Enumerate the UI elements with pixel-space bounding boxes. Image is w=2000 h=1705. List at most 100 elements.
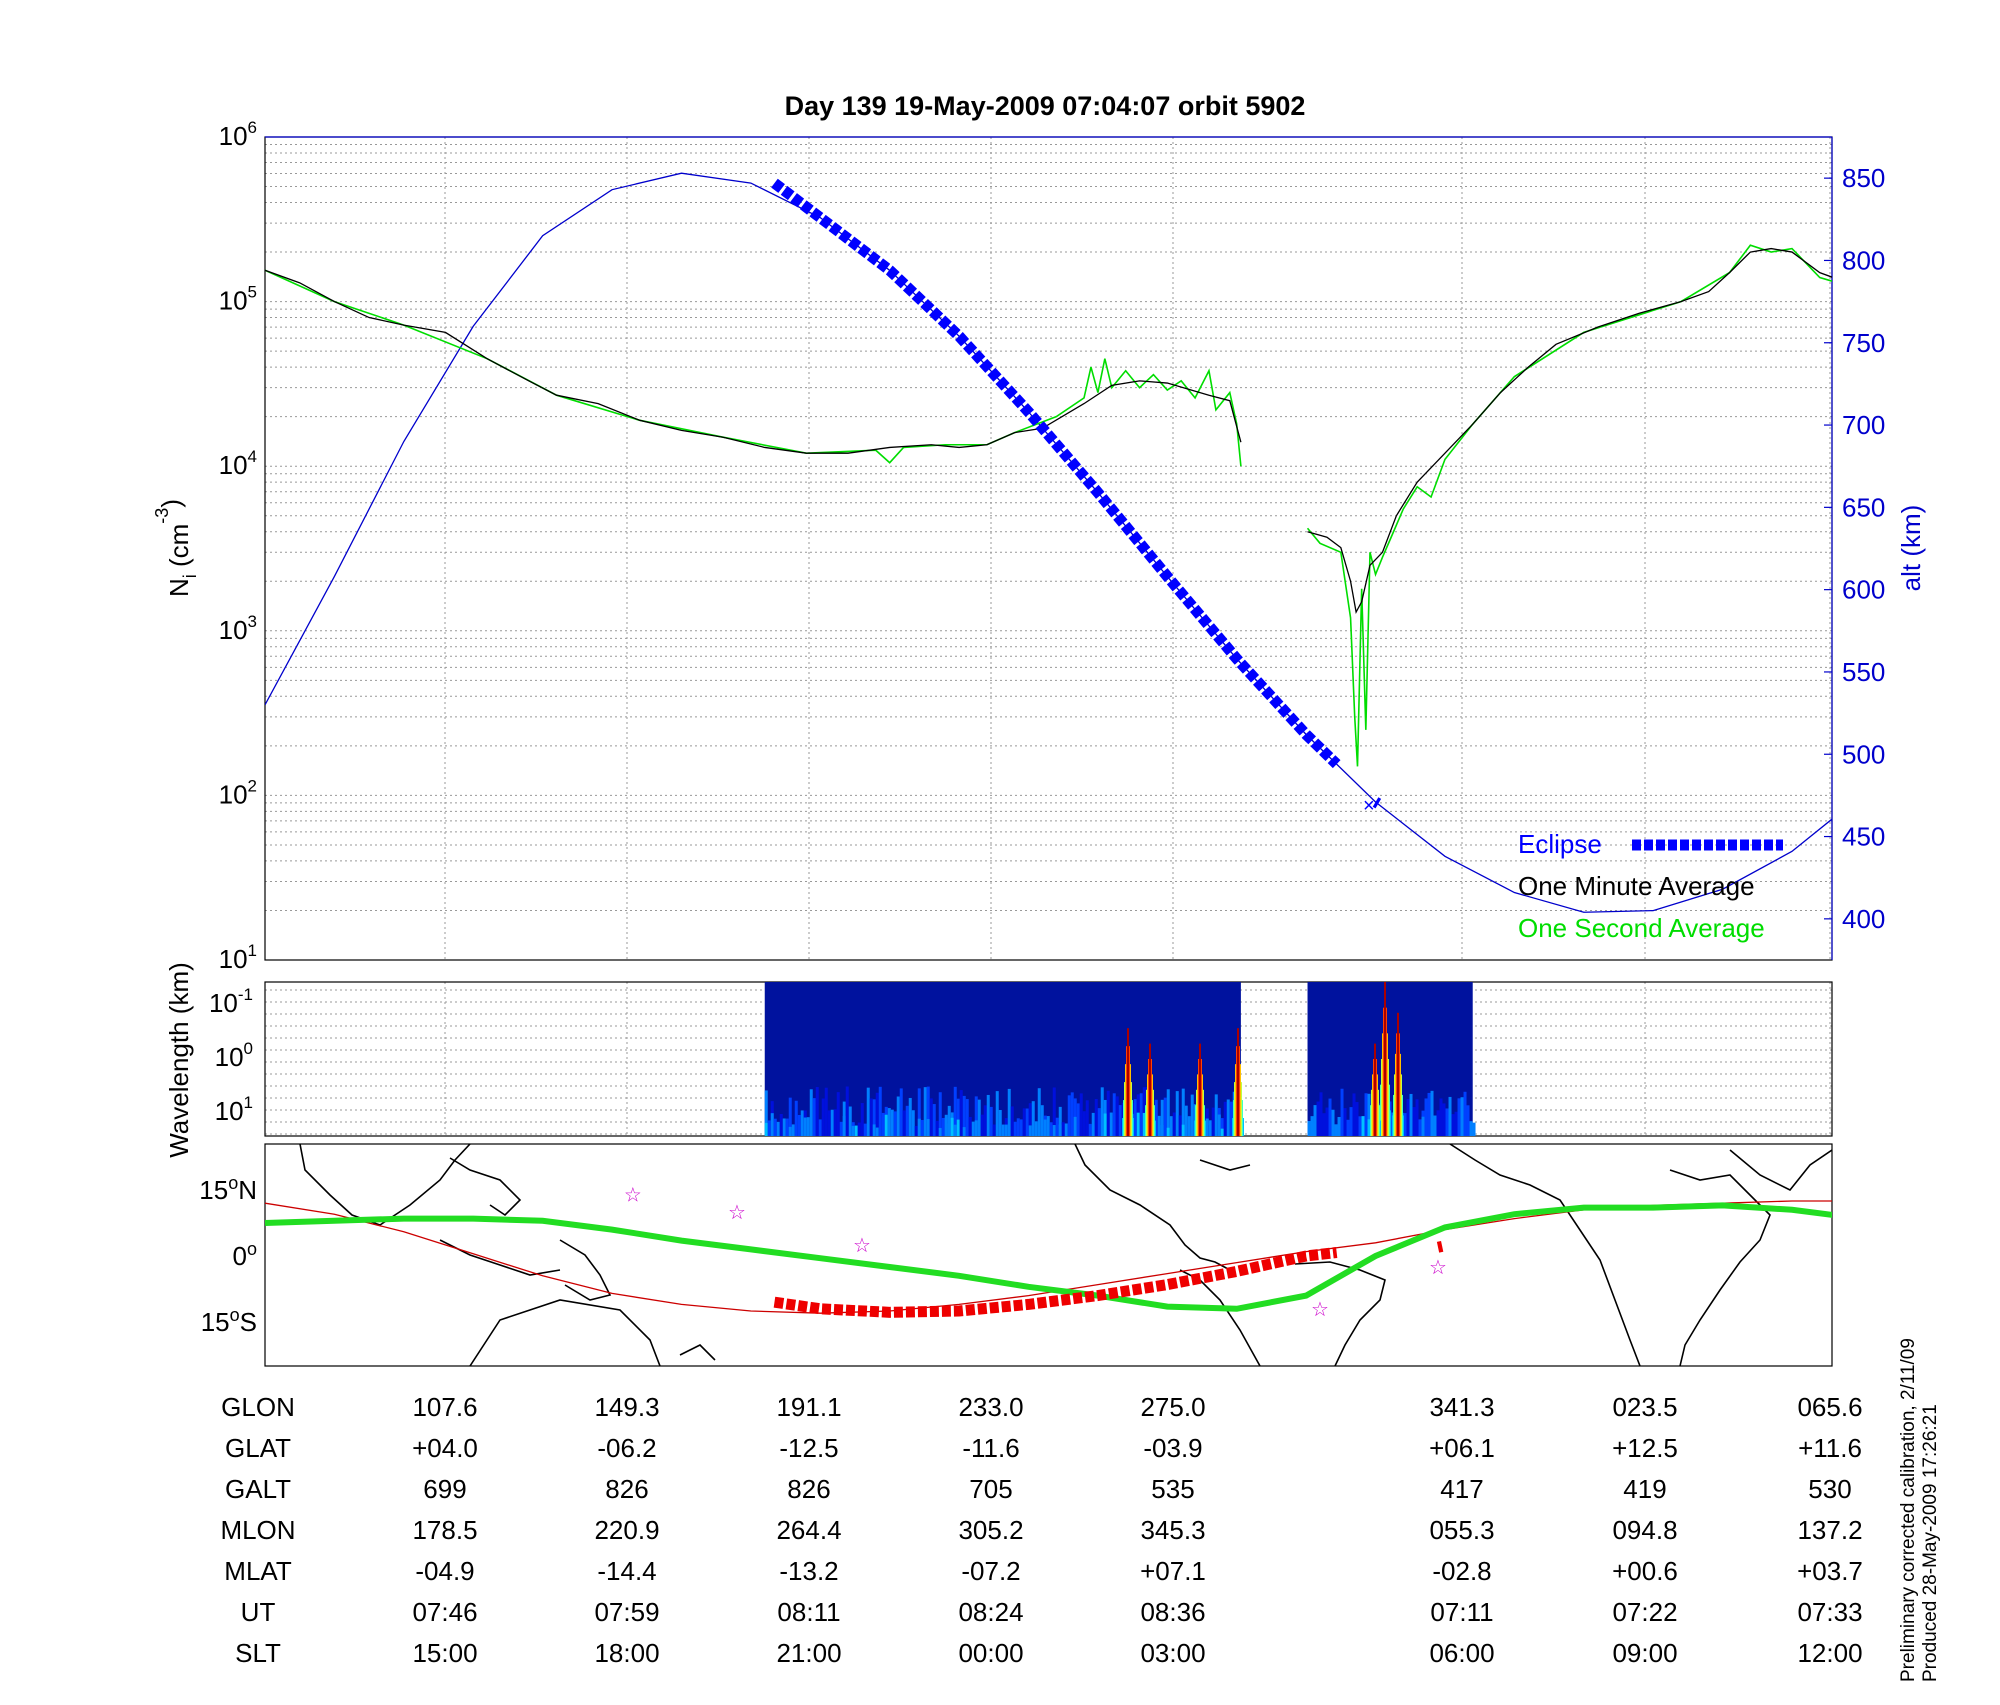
map-eclipse-track [773, 1247, 1338, 1318]
spectrogram-column [794, 1100, 798, 1136]
spectrogram-column [1052, 1087, 1056, 1136]
spectrogram-column [1073, 1116, 1077, 1136]
spectrogram-column [878, 1086, 882, 1136]
spectrogram-column [923, 1087, 927, 1136]
spectrogram-column [1160, 1099, 1164, 1136]
legend-one-minute-label: One Minute Average [1518, 871, 1755, 901]
spectrogram-column [1472, 1122, 1476, 1136]
spectrogram-column [1154, 1099, 1158, 1136]
spectrogram-column [1325, 1107, 1329, 1136]
spectrogram-column [872, 1099, 876, 1136]
spectrogram-column [797, 1115, 801, 1136]
spectrogram-column [839, 1121, 843, 1136]
map-plot-area: ☆ ☆ ☆ ☆ ☆ [265, 1144, 1832, 1366]
map-eclipse-track [1436, 1240, 1444, 1253]
spectrogram-column [890, 1109, 894, 1136]
density-plot-area: × [265, 172, 1832, 913]
spectrogram-column [1028, 1103, 1032, 1136]
alt-tick-label: 800 [1842, 245, 1885, 275]
one-minute-average-line [1307, 247, 1832, 614]
spectrogram-column [1229, 1101, 1233, 1136]
spectrogram-column [1043, 1119, 1047, 1136]
coastline [559, 1239, 612, 1301]
spectrogram-column [929, 1098, 933, 1136]
alt-tick-label: 600 [1842, 575, 1885, 605]
spectrogram-column [992, 1124, 996, 1136]
spectrogram-column [995, 1091, 999, 1136]
spectrogram-column [1421, 1116, 1425, 1136]
spectrogram-column [833, 1109, 837, 1136]
spectrogram-column [1352, 1093, 1356, 1136]
eclipse-end-marker: × [1363, 795, 1375, 817]
spectrogram-ylabel: Wavelength (km) [164, 962, 194, 1158]
coastline [1669, 1169, 1771, 1366]
spectrogram-column [1037, 1088, 1041, 1136]
spectrogram-column [1226, 1099, 1230, 1136]
density-grid [265, 137, 1832, 960]
spectrogram-column [791, 1124, 795, 1136]
spectrogram-column [1016, 1118, 1020, 1136]
spectrogram-column [1076, 1103, 1080, 1136]
spectrogram-column [1022, 1108, 1026, 1136]
spectrogram-column [1340, 1088, 1344, 1136]
spectrogram-column [962, 1095, 966, 1136]
spectrogram-column [827, 1110, 831, 1136]
spectrogram-column [1403, 1113, 1407, 1136]
spectrogram-column [884, 1114, 888, 1136]
spectrogram-column [1433, 1115, 1437, 1136]
spectrogram-column [1142, 1087, 1146, 1136]
spectrogram-column [1361, 1116, 1365, 1136]
alt-tick-label: 650 [1842, 492, 1885, 522]
spectrogram-column [1004, 1124, 1008, 1136]
spectrogram-column [1343, 1108, 1347, 1136]
map-star-marker: ☆ [728, 1202, 746, 1224]
spectrogram-column [1430, 1090, 1434, 1136]
spectrogram-column [1442, 1103, 1446, 1136]
spectrogram-column [1364, 1093, 1368, 1136]
legend-eclipse-label: Eclipse [1518, 829, 1602, 859]
spectrogram-column [1322, 1113, 1326, 1136]
spectrogram-column [902, 1110, 906, 1136]
spectrogram-column [1205, 1118, 1209, 1136]
spectrogram-column [932, 1104, 936, 1136]
map-frame [264, 1143, 1833, 1367]
spectrogram-column [1025, 1108, 1029, 1136]
spectrogram-column [1058, 1124, 1062, 1136]
spectrogram-column [1181, 1088, 1185, 1136]
alt-tick-label: 850 [1842, 163, 1885, 193]
spectrogram-column [944, 1117, 948, 1136]
chart-title: Day 139 19-May-2009 07:04:07 orbit 5902 [785, 91, 1306, 121]
spectrogram-column [806, 1117, 810, 1136]
map-ytick-label: 0o [233, 1239, 257, 1271]
eclipse-line [1372, 797, 1382, 809]
map-star-marker: ☆ [853, 1235, 871, 1257]
spectrogram-hotspot [1237, 1028, 1239, 1136]
spectrogram-hotspot [1199, 1043, 1201, 1136]
spectrogram-column [1436, 1110, 1440, 1136]
spectrogram-column [941, 1117, 945, 1136]
spectrogram-column [776, 1121, 780, 1136]
spectrogram-column [1355, 1102, 1359, 1136]
spectrogram-column [1097, 1108, 1101, 1136]
spectrogram-column [863, 1123, 867, 1136]
density-ytick-label: 102 [219, 776, 257, 809]
spectrogram-column [875, 1092, 879, 1136]
spectrogram-column [1184, 1105, 1188, 1136]
alt-tick-label: 550 [1842, 657, 1885, 687]
spectrogram-column [1139, 1093, 1143, 1136]
coastline [1199, 1159, 1251, 1171]
density-ytick-label: 103 [219, 612, 257, 645]
credits: Preliminary corrected calibration, 2/11/… [1898, 1338, 1942, 1682]
spectrogram-column [767, 1120, 771, 1136]
spectrogram-column [881, 1112, 885, 1136]
alt-tick-label: 450 [1842, 822, 1885, 852]
spectrogram-column [935, 1120, 939, 1136]
spectrogram-column [1049, 1122, 1053, 1136]
spectrogram-column [812, 1098, 816, 1136]
credits-line1: Preliminary corrected calibration, 2/11/… [1898, 1338, 1919, 1682]
spectrogram-column [1166, 1089, 1170, 1136]
coastline [1294, 1261, 1386, 1366]
spectrogram-column [785, 1118, 789, 1136]
spectrogram-column [956, 1098, 960, 1136]
spectrogram-band [1307, 982, 1476, 1136]
